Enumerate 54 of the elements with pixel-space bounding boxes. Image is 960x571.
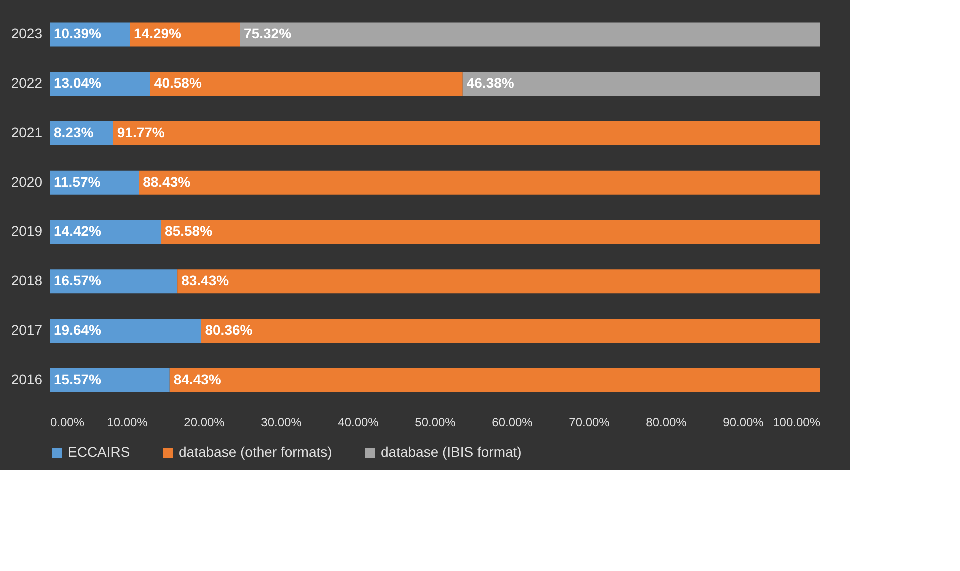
data-label: 11.57% xyxy=(54,174,102,190)
data-label: 19.64% xyxy=(54,322,102,338)
bar xyxy=(50,220,162,244)
x-tick-label: 80.00% xyxy=(646,416,688,430)
x-tick-label: 100.00% xyxy=(773,416,821,430)
bar xyxy=(150,72,463,96)
data-label: 14.29% xyxy=(134,26,182,42)
bar xyxy=(50,318,202,343)
legend-label: ECCAIRS xyxy=(68,444,130,460)
data-label: 88.43% xyxy=(143,174,192,190)
bar xyxy=(130,22,240,47)
x-tick-label: 50.00% xyxy=(415,416,456,430)
y-tick-label: 2019 xyxy=(11,223,43,240)
bar xyxy=(50,270,178,294)
x-tick-label: 40.00% xyxy=(338,416,380,430)
x-tick-label: 90.00% xyxy=(723,416,764,430)
data-label: 84.43% xyxy=(174,371,222,388)
y-tick-label: 2022 xyxy=(11,75,43,92)
data-label: 80.36% xyxy=(205,322,254,338)
x-tick-label: 30.00% xyxy=(261,416,302,430)
x-tick-label: 60.00% xyxy=(492,416,534,430)
bar xyxy=(161,220,820,244)
y-tick-label: 2021 xyxy=(11,124,43,140)
data-label: 14.42% xyxy=(54,223,102,240)
bar xyxy=(240,22,820,47)
data-label: 46.38% xyxy=(466,75,515,92)
bar xyxy=(462,72,820,96)
x-tick-label: 20.00% xyxy=(184,416,226,430)
bar xyxy=(170,368,820,392)
bar xyxy=(50,368,170,392)
bar xyxy=(139,170,820,195)
bar xyxy=(178,270,820,294)
data-label: 8.23% xyxy=(54,124,94,140)
y-tick-label: 2020 xyxy=(11,174,43,190)
data-label: 16.57% xyxy=(54,272,102,289)
y-tick-label: 2016 xyxy=(11,371,43,388)
y-tick-label: 2018 xyxy=(11,272,43,289)
data-label: 40.58% xyxy=(154,75,202,92)
bar xyxy=(113,121,820,146)
data-label: 83.43% xyxy=(182,272,230,289)
data-label: 10.39% xyxy=(54,26,102,42)
data-label: 13.04% xyxy=(54,75,102,92)
data-label: 15.57% xyxy=(54,371,102,388)
data-label: 85.58% xyxy=(165,223,214,240)
legend-label: database (IBIS format) xyxy=(381,444,522,460)
y-tick-label: 2017 xyxy=(11,322,43,338)
data-label: 75.32% xyxy=(244,26,292,42)
data-label: 91.77% xyxy=(117,124,166,140)
bar xyxy=(201,318,820,343)
x-tick-label: 70.00% xyxy=(569,416,610,430)
x-tick-label: 10.00% xyxy=(107,416,148,430)
y-tick-label: 2023 xyxy=(11,26,43,42)
legend-label: database (other formats) xyxy=(179,444,332,460)
x-tick-label: 0.00% xyxy=(50,416,85,430)
